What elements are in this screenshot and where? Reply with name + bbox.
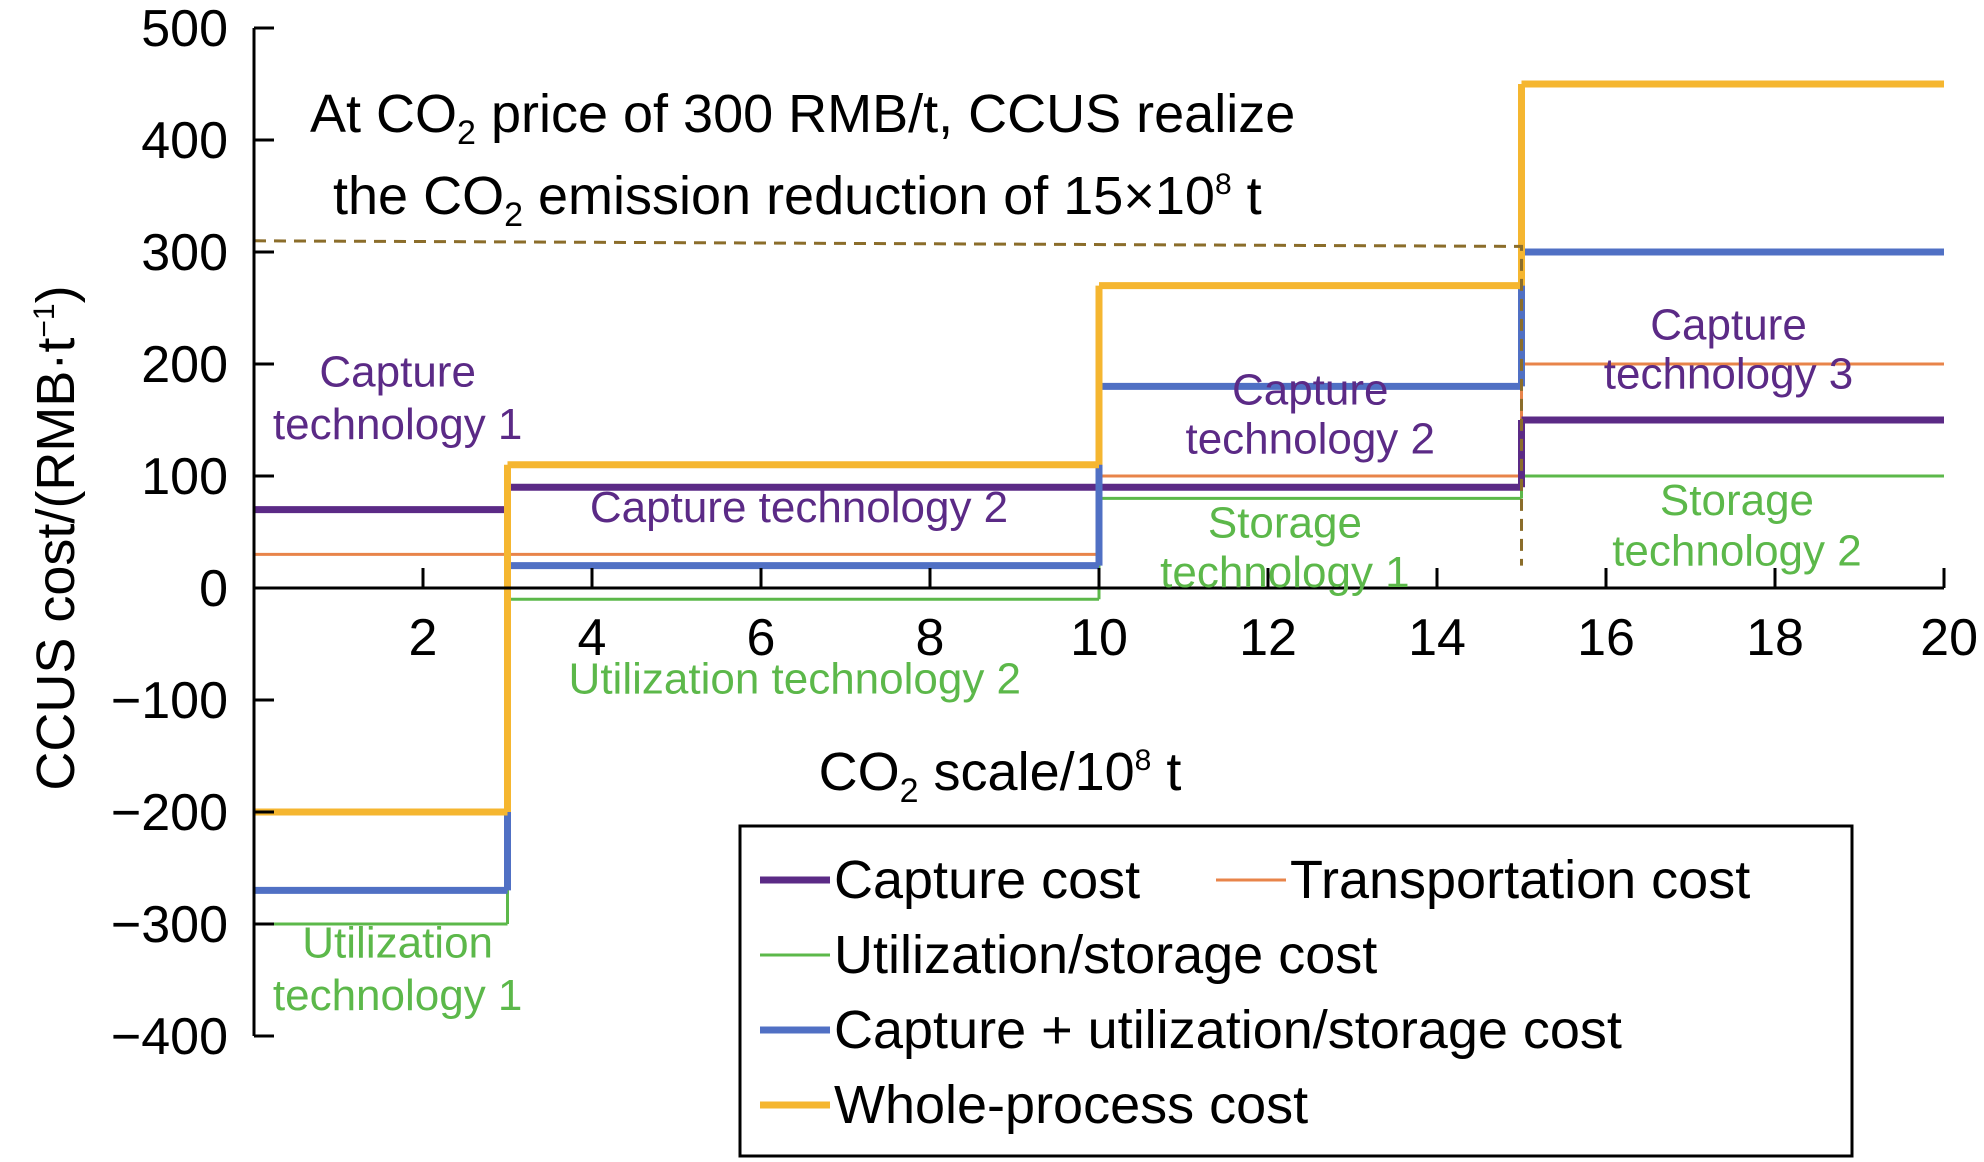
x-axis-label: CO2 scale/108 t — [819, 742, 1182, 810]
y-tick-label-9: 500 — [141, 0, 228, 58]
series-capture — [254, 416, 1944, 514]
x-tick-label-8: 18 — [1746, 609, 1804, 667]
y-tick-label-4: 0 — [199, 560, 228, 618]
legend: Capture cost Transportation cost Utilizati… — [738, 824, 1854, 1158]
y-tick-label-6: 200 — [141, 336, 228, 394]
x-tick-label-4: 10 — [1070, 609, 1128, 667]
series-whole — [254, 80, 1944, 816]
x-tick-label-9: 20 — [1920, 609, 1978, 667]
headline-annotation: At CO2 price of 300 RMB/t, CCUS realize … — [310, 84, 1295, 234]
y-tick-label-3: −100 — [111, 672, 228, 730]
legend-label-util: Utilization/storage cost — [834, 925, 1377, 985]
annotation-cap3b: technology 3 — [1604, 350, 1854, 399]
legend-label-capture_util: Capture + utilization/storage cost — [834, 1000, 1622, 1060]
headline-line-2: the CO2 emission reduction of 15×108 t — [333, 166, 1262, 234]
x-tick-label-5: 12 — [1239, 609, 1297, 667]
plot-area — [253, 80, 1944, 926]
y-tick-label-5: 100 — [141, 448, 228, 506]
x-tick-label-2: 6 — [747, 609, 776, 667]
x-tick-label-6: 14 — [1408, 609, 1466, 667]
y-axis-label: CCUS cost/(RMB·t−1) — [26, 285, 86, 790]
annotation-cap1b: technology 1 — [273, 400, 523, 449]
y-tick-label-2: −200 — [111, 784, 228, 842]
headline-line-1: At CO2 price of 300 RMB/t, CCUS realize — [310, 84, 1295, 152]
y-tick-label-1: −300 — [111, 896, 228, 954]
annotation-st1b: technology 1 — [1160, 548, 1410, 597]
annotation-cap1: Capture — [319, 347, 476, 396]
annotation-ut1b: technology 1 — [273, 971, 523, 1020]
annotation-ut2: Utilization technology 2 — [569, 654, 1021, 703]
axes: −400 −300 −200 −100 0 100 200 300 400 500 2 4 6 8 10 12… — [111, 0, 1978, 1066]
legend-label-whole: Whole-process cost — [834, 1075, 1308, 1135]
annotation-cap3a: Capture — [1650, 300, 1807, 349]
legend-label-capture: Capture cost — [834, 850, 1140, 910]
price-reference-line — [253, 239, 1523, 566]
x-tick-label-7: 16 — [1577, 609, 1635, 667]
annotation-st2b: technology 2 — [1612, 527, 1862, 576]
annotation-st2a: Storage — [1660, 476, 1814, 525]
annotation-cap2a: Capture technology 2 — [590, 483, 1008, 532]
legend-label-transport: Transportation cost — [1290, 850, 1750, 910]
x-tick-label-0: 2 — [409, 609, 438, 667]
annotation-cap2c: technology 2 — [1185, 415, 1435, 464]
annotation-cap2b: Capture — [1232, 365, 1389, 414]
y-tick-label-8: 400 — [141, 112, 228, 170]
annotation-st1a: Storage — [1208, 499, 1362, 548]
legend-box — [738, 824, 1854, 1158]
x-tick-label-1: 4 — [578, 609, 607, 667]
y-tick-label-7: 300 — [141, 224, 228, 282]
y-tick-label-0: −400 — [111, 1008, 228, 1066]
series-util — [254, 474, 1944, 926]
annotation-ut1a: Utilization — [302, 919, 493, 968]
x-tick-label-3: 8 — [916, 609, 945, 667]
